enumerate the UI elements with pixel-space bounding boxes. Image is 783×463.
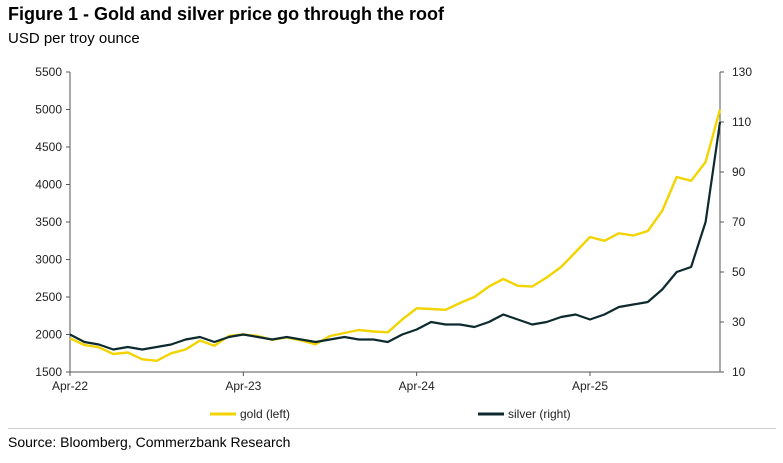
series-line-0 <box>69 109 722 362</box>
source-note: Source: Bloomberg, Commerzbank Research <box>8 434 291 450</box>
left-tick-label: 2000 <box>35 328 62 342</box>
right-tick-label: 30 <box>732 315 746 329</box>
left-tick-label: 5000 <box>35 103 62 117</box>
right-tick-label: 130 <box>732 65 752 79</box>
right-tick-label: 10 <box>732 365 746 379</box>
source-divider <box>8 428 776 429</box>
left-tick-label: 3500 <box>35 215 62 229</box>
legend-label: silver (right) <box>508 407 571 421</box>
left-tick-label: 4500 <box>35 140 62 154</box>
legend: gold (left) silver (right) <box>210 407 571 421</box>
left-tick-label: 3000 <box>35 253 62 267</box>
left-axis: 1500 2000 2500 3000 3500 4000 4500 5000 5500 <box>35 65 71 379</box>
left-tick-label: 5500 <box>35 65 62 79</box>
series-lines <box>69 109 722 362</box>
series-line-1 <box>69 121 722 351</box>
x-tick-label: Apr-25 <box>572 379 608 393</box>
chart-subtitle: USD per troy ounce <box>8 30 140 47</box>
right-tick-label: 70 <box>732 215 746 229</box>
right-tick-label: 50 <box>732 265 746 279</box>
left-tick-label: 4000 <box>35 178 62 192</box>
x-tick-label: Apr-23 <box>225 379 261 393</box>
right-tick-label: 90 <box>732 165 746 179</box>
right-axis: 10 30 50 70 90 110 130 <box>719 65 752 379</box>
x-tick-label: Apr-22 <box>52 379 88 393</box>
left-tick-label: 2500 <box>35 290 62 304</box>
chart-title: Figure 1 - Gold and silver price go thro… <box>8 4 445 24</box>
left-tick-label: 1500 <box>35 365 62 379</box>
right-tick-label: 110 <box>732 115 751 129</box>
legend-label: gold (left) <box>240 407 290 421</box>
x-tick-label: Apr-24 <box>399 379 435 393</box>
x-axis: Apr-22 Apr-23 Apr-24 Apr-25 <box>52 371 720 393</box>
